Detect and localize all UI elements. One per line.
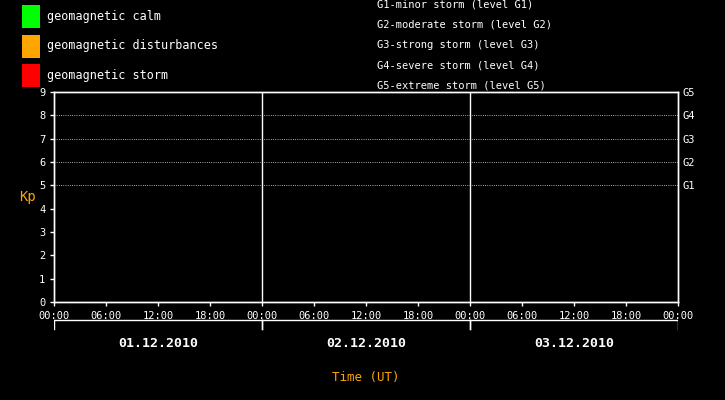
Text: 01.12.2010: 01.12.2010: [118, 336, 199, 350]
Bar: [22, 64, 40, 87]
Text: G2-moderate storm (level G2): G2-moderate storm (level G2): [377, 20, 552, 30]
Y-axis label: Kp: Kp: [20, 190, 36, 204]
Text: G1-minor storm (level G1): G1-minor storm (level G1): [377, 0, 534, 10]
Text: geomagnetic calm: geomagnetic calm: [47, 10, 161, 23]
Text: G4-severe storm (level G4): G4-severe storm (level G4): [377, 60, 539, 70]
Text: geomagnetic disturbances: geomagnetic disturbances: [47, 40, 218, 52]
Text: G5-extreme storm (level G5): G5-extreme storm (level G5): [377, 80, 546, 90]
Bar: [22, 34, 40, 58]
Text: Time (UT): Time (UT): [332, 372, 400, 384]
Text: G3-strong storm (level G3): G3-strong storm (level G3): [377, 40, 539, 50]
Bar: [22, 5, 40, 28]
Text: 03.12.2010: 03.12.2010: [534, 336, 614, 350]
Text: 02.12.2010: 02.12.2010: [326, 336, 406, 350]
Text: geomagnetic storm: geomagnetic storm: [47, 69, 168, 82]
